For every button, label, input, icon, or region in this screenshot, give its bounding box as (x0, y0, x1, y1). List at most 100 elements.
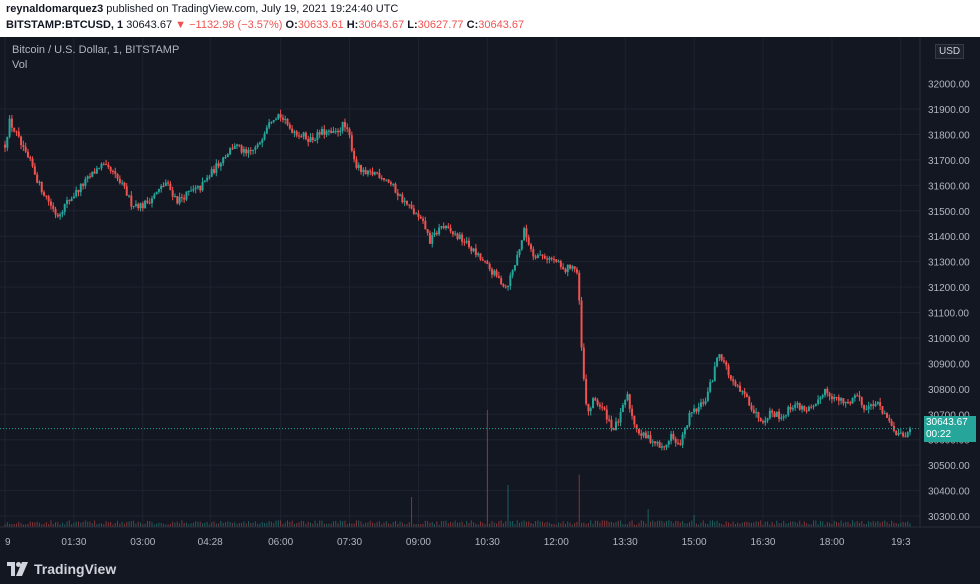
candle-body (435, 232, 438, 235)
candle-body (281, 117, 284, 120)
currency-button[interactable]: USD (935, 44, 965, 59)
volume-bar (852, 520, 854, 527)
candle-body (895, 430, 898, 435)
price-tick-label: 31100.00 (928, 309, 969, 320)
candle-body (761, 421, 764, 423)
volume-bar (48, 523, 50, 527)
volume-bar (192, 522, 194, 527)
candle-body (789, 406, 792, 410)
volume-bar (50, 520, 52, 527)
volume-bar (792, 521, 794, 527)
chart-legend-title[interactable]: Bitcoin / U.S. Dollar, 1, BITSTAMP (12, 44, 180, 56)
candle-body (8, 118, 11, 137)
candle-body (401, 194, 404, 203)
candle-body (764, 420, 767, 423)
volume-bar (824, 524, 826, 527)
volume-bar (321, 520, 323, 527)
time-axis[interactable]: 9 01:30 03:00 04:28 06:00 07:30 09:00 10:30 12:0… (5, 537, 911, 548)
volume-bar (211, 522, 213, 527)
volume-bar (337, 523, 339, 527)
publisher-name[interactable]: reynaldomarquez3 (6, 3, 104, 15)
volume-bar (523, 520, 525, 527)
volume-bar (907, 521, 909, 527)
candle-body (410, 204, 413, 209)
candle-body (38, 181, 41, 183)
candle-body (461, 234, 464, 242)
candle-body (596, 400, 599, 405)
published-text: published on TradingView.com, July 19, 2… (106, 3, 399, 15)
volume-bar (179, 523, 181, 527)
volume-bar (144, 523, 146, 527)
candle-body (263, 133, 266, 140)
candle-body (741, 391, 744, 393)
candle-body (598, 404, 601, 407)
volume-bar (174, 522, 176, 527)
candle-body (36, 174, 39, 183)
candle-body (426, 229, 429, 233)
candle-body (130, 195, 133, 207)
volume-bar (452, 522, 454, 527)
volume-bar (544, 522, 546, 527)
candle-body (88, 176, 91, 178)
volume-bar (688, 522, 690, 527)
volume-bar (783, 520, 785, 527)
volume-bar (463, 524, 465, 527)
candle-body (564, 269, 567, 273)
volume-bar (277, 520, 279, 527)
candle-body (121, 182, 124, 184)
volume-legend[interactable]: Vol (12, 59, 28, 71)
candle-body (805, 410, 808, 412)
volume-bar (654, 521, 656, 527)
volume-bar (537, 520, 539, 527)
volume-bar (590, 520, 592, 527)
candle-body (419, 216, 422, 219)
candle-body (477, 253, 480, 256)
volume-bar (427, 520, 429, 527)
price-change: ▼ −1132.98 (−3.57%) (175, 19, 283, 31)
volume-bar (888, 524, 890, 527)
time-tick-label: 18:00 (819, 537, 844, 548)
candle-body (43, 192, 46, 196)
volume-bar (872, 521, 874, 527)
candle-body (284, 118, 287, 120)
volume-bar (502, 523, 504, 527)
volume-bar (838, 522, 840, 527)
volume-bar (849, 523, 851, 527)
candle-body (490, 269, 493, 275)
volume-bar (707, 524, 709, 527)
volume-bar (785, 523, 787, 527)
candle-body (141, 203, 144, 209)
volume-bar (238, 523, 240, 527)
candle-body (373, 172, 376, 175)
volume-bar (732, 521, 734, 527)
candle-body (548, 257, 551, 260)
volume-bar (902, 522, 904, 527)
volume-bar (535, 521, 537, 527)
volume-bar (509, 521, 511, 527)
candle-body (100, 163, 103, 169)
candle-body (360, 164, 363, 172)
candle-body (902, 432, 905, 437)
candle-body (906, 432, 909, 438)
candle-body (745, 394, 748, 397)
volume-bar (711, 520, 713, 527)
volume-bar (553, 523, 555, 527)
candle-body (167, 182, 170, 184)
candle-body (592, 398, 595, 409)
volume-bar (477, 524, 479, 527)
volume-bar (316, 523, 318, 527)
volume-bar (284, 522, 286, 527)
candle-body (240, 145, 243, 153)
volume-bar (507, 485, 509, 527)
volume-bar (140, 522, 142, 527)
volume-bar (440, 520, 442, 527)
tradingview-logo[interactable]: TradingView (7, 561, 116, 577)
candle-body (304, 132, 307, 140)
publish-info: reynaldomarquez3 published on TradingVie… (6, 3, 398, 15)
volume-bar (587, 523, 589, 527)
volume-bar (548, 522, 550, 527)
candle-body (863, 405, 866, 410)
candle-body (4, 144, 6, 148)
candle-body (801, 406, 804, 410)
